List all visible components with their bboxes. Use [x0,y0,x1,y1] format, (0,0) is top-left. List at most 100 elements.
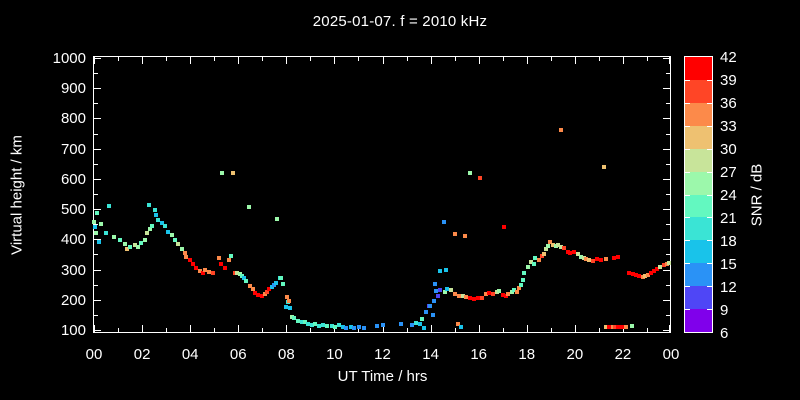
y-axis-tick [666,285,670,286]
colorbar-tick-label: 30 [720,141,737,158]
x-axis-tick [407,328,408,332]
y-tick-label: 400 [60,231,86,249]
data-point [163,224,168,229]
colorbar-tick [707,263,712,264]
data-point [467,170,472,175]
x-axis-tick [599,328,600,332]
y-axis-tick [94,239,101,240]
y-axis-tick [94,224,98,225]
y-axis-tick [94,103,98,104]
data-point [603,324,608,329]
y-axis-tick [94,73,98,74]
y-tick-label: 100 [60,322,86,339]
colorbar-tick [707,195,712,196]
x-axis-tick [431,57,432,64]
colorbar-tick [707,309,712,310]
data-point [645,272,650,277]
x-axis-tick [527,57,528,64]
y-axis-tick [94,194,98,195]
colorbar-tick [685,103,690,104]
data-point [467,295,472,300]
plot-area [92,56,672,333]
colorbar-tick [685,309,690,310]
data-point [623,324,628,329]
data-point [444,286,449,291]
data-point [285,295,290,300]
x-axis-tick [94,57,95,64]
colorbar-tick [707,217,712,218]
data-point [532,256,537,261]
data-point [664,262,669,267]
data-point [176,241,181,246]
data-point [310,322,315,327]
colorbar-tick [707,172,712,173]
x-axis-tick [166,57,167,61]
data-point [528,260,533,264]
x-axis-tick [383,57,384,64]
data-point [362,325,367,330]
data-point [419,317,424,322]
data-point [267,286,272,291]
data-point [536,257,541,262]
data-point [633,272,638,277]
y-axis-tick [666,73,670,74]
data-point [518,282,523,287]
data-point [452,292,457,297]
data-point [590,259,595,264]
x-tick-label: 00 [85,346,103,363]
data-point [398,321,403,326]
colorbar-segment [685,171,712,195]
data-point [409,322,414,327]
x-axis-label: UT Time / hrs [337,368,428,385]
colorbar-tick-label: 42 [720,49,737,66]
data-point [97,240,102,245]
data-point [292,315,297,320]
x-axis-tick [334,57,335,64]
data-point [166,230,171,235]
data-point [341,324,346,329]
data-point [270,285,275,290]
data-point [432,282,437,287]
data-point [229,253,234,258]
data-point [153,208,158,213]
colorbar-tick-label: 9 [720,302,729,319]
data-point [117,237,122,242]
data-point [111,234,116,239]
y-axis-tick [666,103,670,104]
data-point [284,305,289,310]
x-axis-tick [647,328,648,332]
y-axis-tick [666,254,670,255]
x-axis-tick [286,57,287,64]
data-point [303,319,308,324]
data-point [145,230,150,235]
data-point [558,244,563,249]
data-point [348,324,353,329]
data-point [640,275,645,280]
data-point [238,272,243,277]
x-axis-tick [94,325,95,332]
data-point [423,309,428,314]
colorbar-tick [685,286,690,287]
colorbar-tick [685,217,690,218]
x-axis-tick [190,325,191,332]
x-axis-tick [527,325,528,332]
y-tick-label: 600 [60,170,86,188]
y-axis-tick [94,285,98,286]
x-axis-tick [455,57,456,61]
data-point [263,292,268,297]
data-point [180,247,185,251]
colorbar-tick [685,263,690,264]
x-tick-label: 22 [614,346,632,363]
data-point [313,321,318,326]
data-point [93,230,98,235]
y-axis-tick [94,134,98,135]
colorbar-segment [685,263,712,287]
data-point [275,217,280,222]
data-point [220,170,225,175]
x-axis-tick [118,57,119,61]
y-axis-tick [94,58,101,59]
x-axis-tick [190,57,191,64]
data-point [505,292,510,297]
data-point [223,266,228,271]
